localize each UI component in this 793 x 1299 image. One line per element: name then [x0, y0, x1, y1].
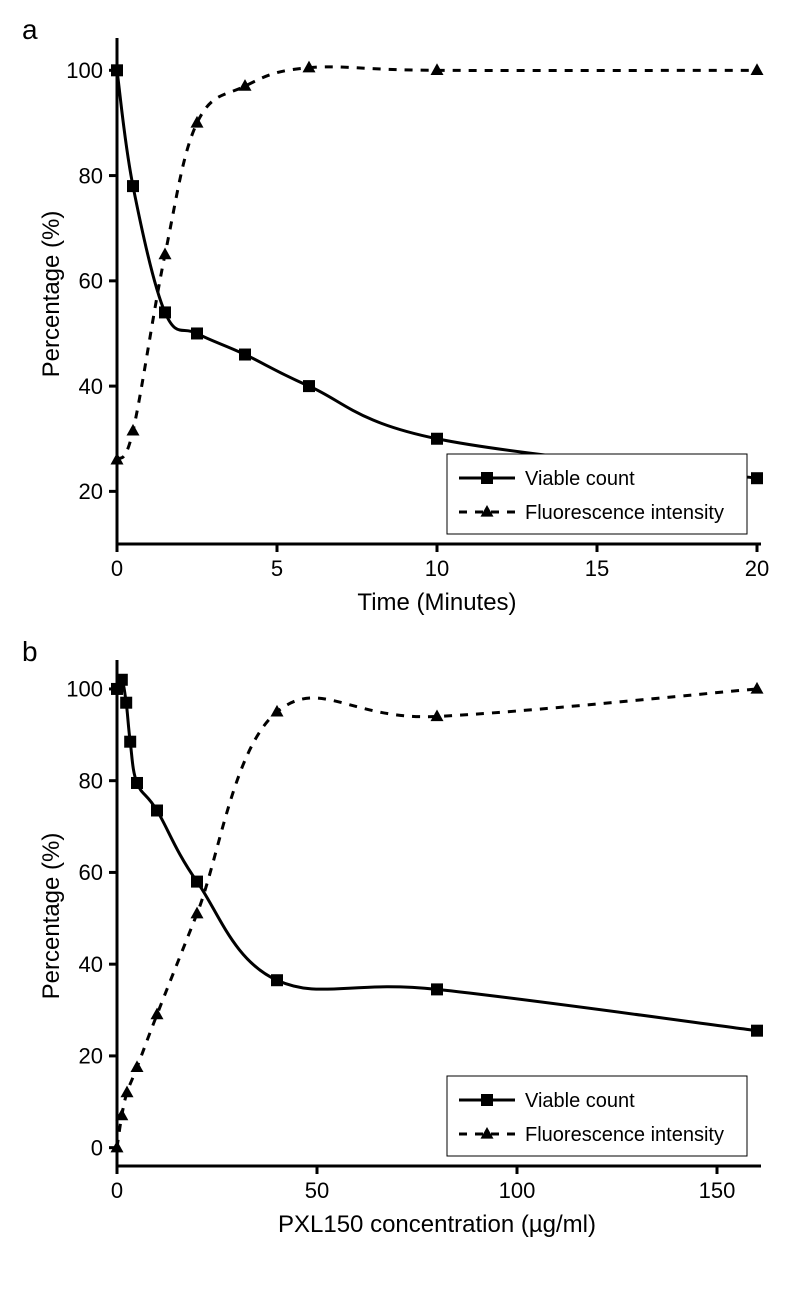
svg-text:100: 100	[498, 1178, 535, 1203]
svg-text:20: 20	[78, 479, 102, 504]
svg-text:80: 80	[78, 163, 102, 188]
svg-text:20: 20	[78, 1044, 102, 1069]
svg-text:80: 80	[78, 768, 102, 793]
svg-text:0: 0	[90, 1135, 102, 1160]
svg-text:Percentage (%): Percentage (%)	[38, 211, 65, 378]
svg-text:Percentage (%): Percentage (%)	[38, 833, 65, 1000]
figure-container: a 0510152020406080100Time (Minutes)Perce…	[0, 0, 793, 1264]
svg-text:Viable count: Viable count	[525, 1090, 635, 1112]
svg-text:60: 60	[78, 860, 102, 885]
svg-text:10: 10	[424, 556, 448, 581]
svg-text:5: 5	[270, 556, 282, 581]
svg-text:0: 0	[110, 556, 122, 581]
svg-text:20: 20	[744, 556, 768, 581]
chart-a: 0 5 10 15 20 20 40 60 80 100 Time (Minutes) Percent…	[17, 14, 777, 624]
svg-text:150: 150	[698, 1178, 735, 1203]
svg-text:100: 100	[66, 677, 103, 702]
chart-b: 0 50 100 150 0 20 40 60 80 100 PXL150 concentratio…	[17, 636, 777, 1246]
svg-text:0: 0	[110, 1178, 122, 1203]
svg-text:Fluorescence intensity: Fluorescence intensity	[525, 1124, 724, 1146]
svg-text:50: 50	[304, 1178, 328, 1203]
svg-text:40: 40	[78, 952, 102, 977]
svg-text:40: 40	[78, 374, 102, 399]
svg-text:100: 100	[66, 58, 103, 83]
svg-text:PXL150 concentration (µg/ml): PXL150 concentration (µg/ml)	[278, 1211, 596, 1238]
svg-text:60: 60	[78, 269, 102, 294]
svg-text:Viable count: Viable count	[525, 468, 635, 490]
svg-text:Time (Minutes): Time (Minutes)	[357, 589, 516, 616]
svg-text:Fluorescence intensity: Fluorescence intensity	[525, 502, 724, 524]
svg-text:15: 15	[584, 556, 608, 581]
